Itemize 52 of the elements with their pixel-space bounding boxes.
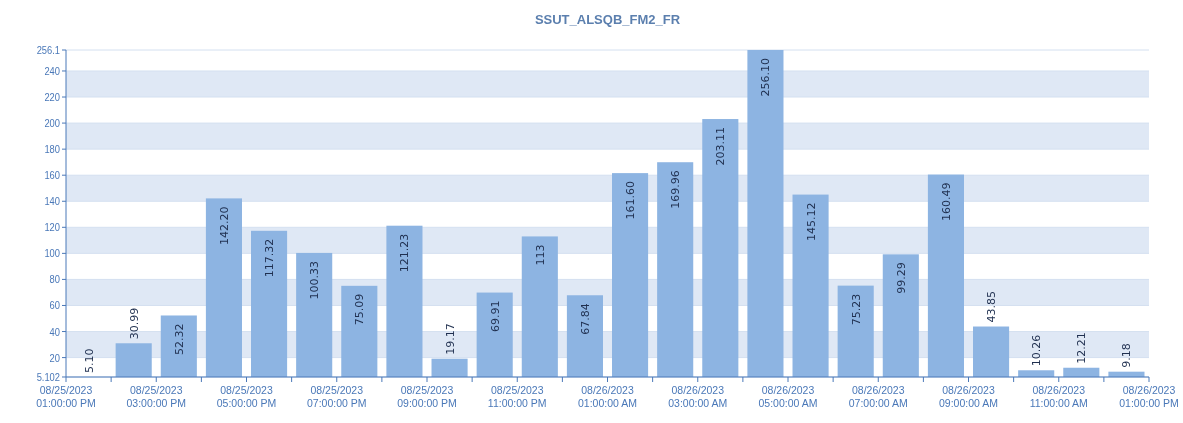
data-label: 113 <box>533 244 547 266</box>
data-label: 142.20 <box>217 206 231 245</box>
data-label: 121.23 <box>398 233 412 273</box>
data-label: 10.26 <box>1030 334 1044 367</box>
y-tick-label: 220 <box>44 91 61 104</box>
y-tick-label: 80 <box>49 273 61 286</box>
data-label: 67.84 <box>578 303 592 335</box>
data-label: 256.10 <box>759 58 773 97</box>
x-tick-label: 08/26/2023 07:00:00 AM <box>848 384 908 409</box>
x-tick-label: 08/26/2023 01:00:00 PM <box>1119 384 1179 409</box>
y-tick-label: 140 <box>44 195 61 208</box>
data-label: 75.09 <box>353 293 367 326</box>
y-tick-label: 60 <box>49 299 61 312</box>
x-tick-label: 08/26/2023 05:00:00 AM <box>758 384 818 409</box>
y-tick-label: 180 <box>44 143 61 156</box>
data-label: 30.99 <box>127 307 141 340</box>
y-tick-label: 160 <box>44 169 61 182</box>
x-tick-label: 08/26/2023 01:00:00 AM <box>578 384 637 409</box>
y-tick-label: 40 <box>49 325 61 338</box>
data-label: 100.33 <box>308 260 322 300</box>
data-label: 160.49 <box>939 182 953 222</box>
y-tick-label: 5.102 <box>36 371 61 384</box>
x-tick-label: 08/25/2023 03:00:00 PM <box>126 384 187 409</box>
data-label: 69.91 <box>488 300 502 333</box>
y-tick-label: 240 <box>44 65 61 78</box>
y-tick-label: 120 <box>44 221 61 234</box>
y-tick-label: 20 <box>49 351 61 364</box>
x-tick-label: 08/26/2023 03:00:00 AM <box>668 384 728 409</box>
x-tick-label: 08/25/2023 07:00:00 PM <box>306 384 367 409</box>
data-label: 19.17 <box>443 323 457 355</box>
data-label: 12.21 <box>1075 332 1089 364</box>
x-tick-label: 08/25/2023 05:00:00 PM <box>216 384 277 409</box>
chart-title: SSUT_ALSQB_FM2_FR <box>534 12 681 27</box>
data-label: 52.32 <box>172 323 186 355</box>
data-label: 117.32 <box>263 238 277 278</box>
data-label: 161.60 <box>624 181 638 220</box>
x-tick-label: 08/25/2023 11:00:00 PM <box>487 384 547 409</box>
data-label: 75.23 <box>849 293 863 326</box>
data-label: 169.96 <box>669 170 683 209</box>
x-tick-label: 08/25/2023 01:00:00 PM <box>36 384 96 409</box>
data-label: 9.18 <box>1120 343 1134 368</box>
data-label: 99.29 <box>894 262 908 294</box>
y-tick-label: 100 <box>44 247 61 260</box>
x-tick-label: 08/25/2023 09:00:00 PM <box>397 384 457 409</box>
y-tick-label: 256.1 <box>36 44 61 57</box>
x-tick-label: 08/26/2023 09:00:00 AM <box>939 384 998 409</box>
x-tick-label: 08/26/2023 11:00:00 AM <box>1029 384 1088 409</box>
data-label: 145.12 <box>804 202 818 242</box>
y-tick-label: 200 <box>44 117 61 130</box>
data-label: 5.10 <box>82 348 96 373</box>
data-label: 43.85 <box>985 291 999 323</box>
data-label: 203.11 <box>714 127 728 166</box>
